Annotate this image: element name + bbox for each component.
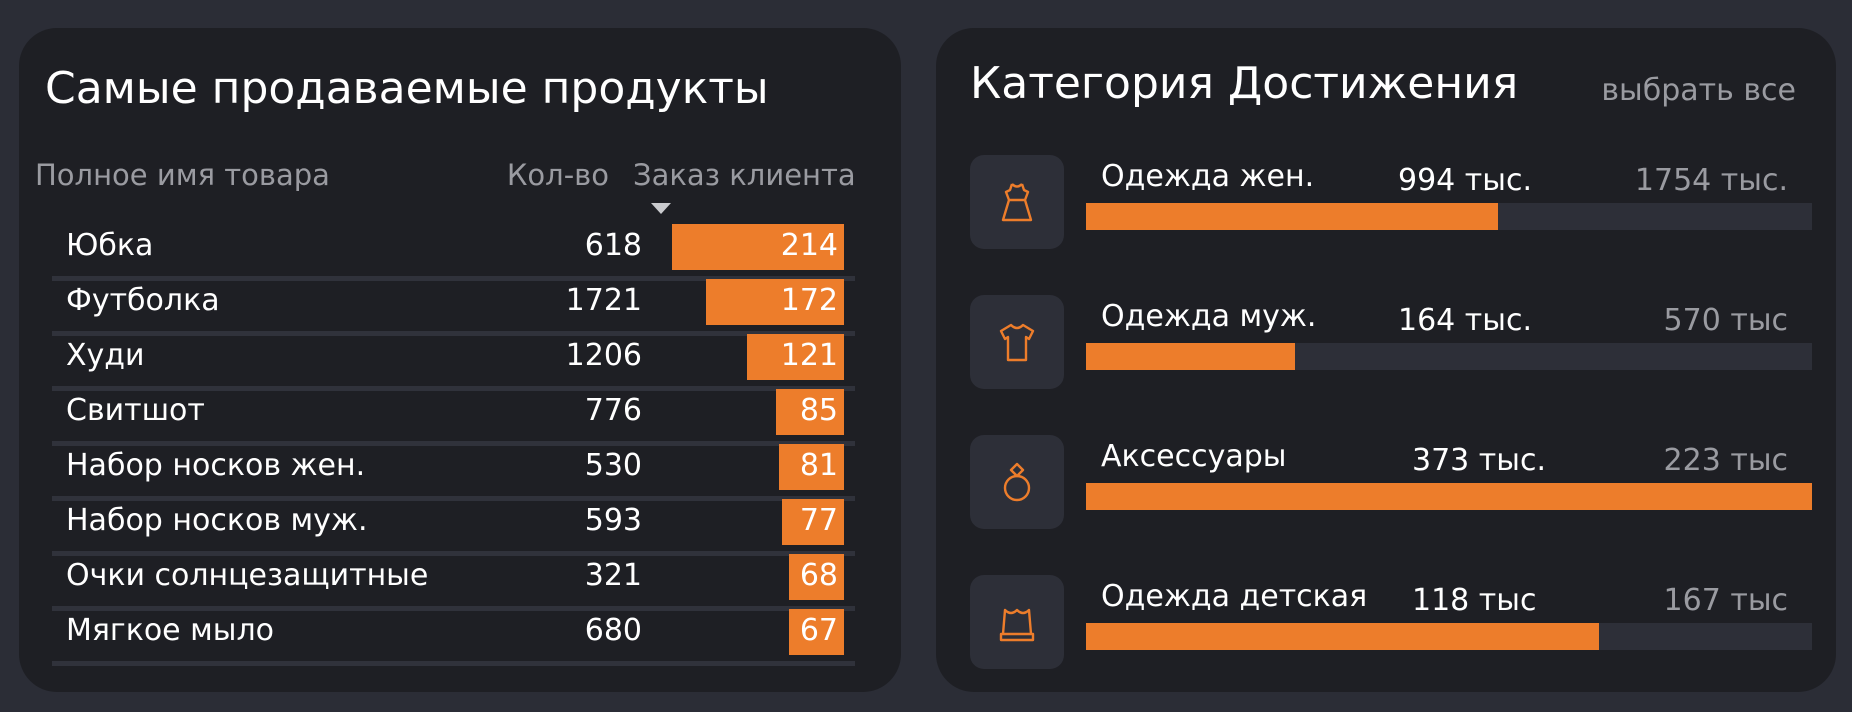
product-name: Футболка bbox=[66, 283, 220, 318]
progress-track bbox=[1086, 623, 1812, 650]
product-qty: 321 bbox=[584, 558, 642, 593]
row-divider bbox=[52, 606, 855, 611]
category-name: Одежда детская bbox=[1101, 579, 1368, 614]
column-header-name[interactable]: Полное имя товара bbox=[35, 158, 330, 192]
order-value: 81 bbox=[799, 448, 838, 483]
category-icon-box[interactable] bbox=[970, 155, 1064, 249]
product-qty: 680 bbox=[584, 613, 642, 648]
order-bar: 214 bbox=[672, 224, 844, 270]
category-name: Аксессуары bbox=[1101, 439, 1287, 474]
product-name: Набор носков муж. bbox=[66, 503, 368, 538]
table-row[interactable]: Набор носков жен. 530 81 bbox=[52, 444, 855, 501]
category-name: Одежда муж. bbox=[1101, 299, 1317, 334]
category-value: 118 тыс bbox=[1412, 583, 1537, 618]
table-row[interactable]: Набор носков муж. 593 77 bbox=[52, 499, 855, 556]
product-qty: 530 bbox=[584, 448, 642, 483]
dress-icon bbox=[1001, 183, 1033, 222]
hat-icon bbox=[999, 608, 1035, 642]
product-name: Очки солнцезащитные bbox=[66, 558, 429, 593]
order-bar: 85 bbox=[776, 389, 844, 435]
column-header-order[interactable]: Заказ клиента bbox=[633, 158, 856, 192]
order-value: 77 bbox=[799, 503, 838, 538]
order-bar: 172 bbox=[706, 279, 844, 325]
select-all-link[interactable]: выбрать все bbox=[1601, 73, 1796, 108]
order-value: 172 bbox=[780, 283, 838, 318]
order-bar: 81 bbox=[779, 444, 844, 490]
category-value: 994 тыс. bbox=[1398, 163, 1532, 198]
row-divider bbox=[52, 386, 855, 391]
product-qty: 1721 bbox=[565, 283, 642, 318]
row-divider bbox=[52, 441, 855, 446]
tshirt-icon bbox=[999, 323, 1035, 362]
order-value: 68 bbox=[799, 558, 838, 593]
product-qty: 776 bbox=[584, 393, 642, 428]
order-bar: 68 bbox=[789, 554, 844, 600]
row-divider bbox=[52, 276, 855, 281]
table-row[interactable]: Худи 1206 121 bbox=[52, 334, 855, 391]
product-name: Юбка bbox=[66, 228, 154, 263]
order-value: 214 bbox=[780, 228, 838, 263]
product-name: Набор носков жен. bbox=[66, 448, 366, 483]
product-name: Свитшот bbox=[66, 393, 205, 428]
product-name: Худи bbox=[66, 338, 145, 373]
column-header-qty[interactable]: Кол-во bbox=[506, 158, 609, 192]
order-value: 67 bbox=[799, 613, 838, 648]
table-row[interactable]: Юбка 618 214 bbox=[52, 224, 855, 281]
category-value: 164 тыс. bbox=[1398, 303, 1532, 338]
product-qty: 1206 bbox=[565, 338, 642, 373]
category-item[interactable]: Аксессуары 373 тыс. 223 тыс bbox=[970, 435, 1812, 530]
top-products-title: Самые продаваемые продукты bbox=[45, 63, 769, 114]
row-divider bbox=[52, 551, 855, 556]
table-row[interactable]: Мягкое мыло 680 67 bbox=[52, 609, 855, 666]
category-icon-box[interactable] bbox=[970, 575, 1064, 669]
order-bar: 67 bbox=[789, 609, 844, 655]
progress-fill bbox=[1086, 623, 1600, 650]
order-bar: 77 bbox=[782, 499, 844, 545]
category-target: 167 тыс bbox=[1663, 583, 1788, 618]
product-name: Мягкое мыло bbox=[66, 613, 275, 648]
top-products-panel: Самые продаваемые продукты Полное имя то… bbox=[19, 28, 901, 692]
progress-track bbox=[1086, 203, 1812, 230]
row-divider bbox=[52, 496, 855, 501]
progress-track bbox=[1086, 343, 1812, 370]
category-name: Одежда жен. bbox=[1101, 159, 1315, 194]
category-item[interactable]: Одежда детская 118 тыс 167 тыс bbox=[970, 575, 1812, 670]
table-row[interactable]: Футболка 1721 172 bbox=[52, 279, 855, 336]
ring-icon bbox=[1003, 462, 1031, 502]
category-item[interactable]: Одежда жен. 994 тыс. 1754 тыс. bbox=[970, 155, 1812, 250]
progress-fill bbox=[1086, 483, 1812, 510]
product-qty: 593 bbox=[584, 503, 642, 538]
category-target: 223 тыс bbox=[1663, 443, 1788, 478]
category-achievement-title: Категория Достижения bbox=[970, 58, 1519, 109]
product-qty: 618 bbox=[584, 228, 642, 263]
row-divider bbox=[52, 331, 855, 336]
order-bar: 121 bbox=[747, 334, 844, 380]
category-item[interactable]: Одежда муж. 164 тыс. 570 тыс bbox=[970, 295, 1812, 390]
category-icon-box[interactable] bbox=[970, 295, 1064, 389]
table-row[interactable]: Свитшот 776 85 bbox=[52, 389, 855, 446]
progress-track bbox=[1086, 483, 1812, 510]
category-value: 373 тыс. bbox=[1412, 443, 1546, 478]
progress-fill bbox=[1086, 343, 1296, 370]
category-target: 570 тыс bbox=[1663, 303, 1788, 338]
order-value: 121 bbox=[780, 338, 838, 373]
category-target: 1754 тыс. bbox=[1634, 163, 1788, 198]
row-divider bbox=[52, 661, 855, 666]
table-row[interactable]: Очки солнцезащитные 321 68 bbox=[52, 554, 855, 611]
category-achievement-panel: Категория Достижения выбрать все Одежда … bbox=[936, 28, 1836, 692]
progress-fill bbox=[1086, 203, 1498, 230]
category-icon-box[interactable] bbox=[970, 435, 1064, 529]
order-value: 85 bbox=[799, 393, 838, 428]
sort-descending-icon[interactable] bbox=[651, 203, 671, 214]
